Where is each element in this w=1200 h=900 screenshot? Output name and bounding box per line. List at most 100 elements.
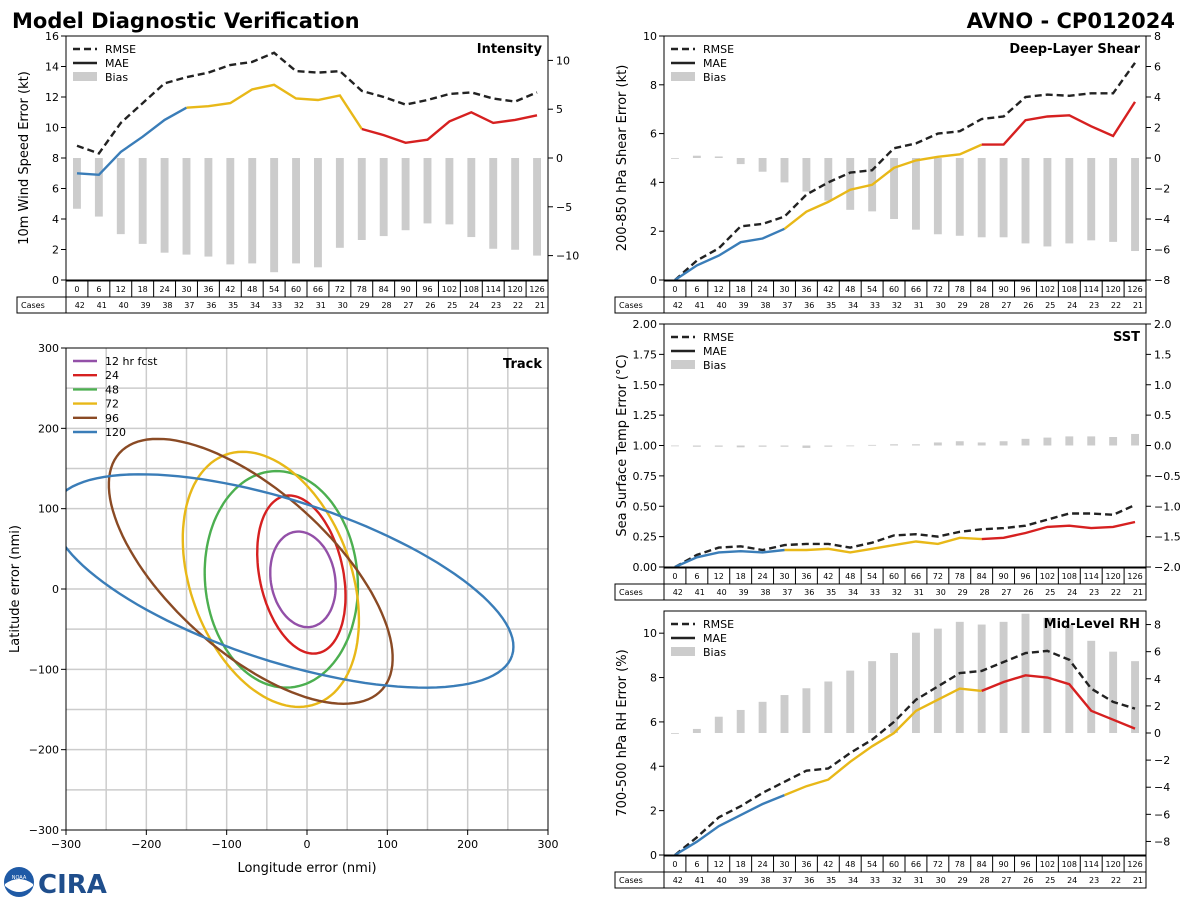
hour-label: 126 (1127, 572, 1142, 581)
case-count: 27 (403, 301, 413, 310)
case-count: 29 (958, 876, 968, 885)
case-count: 28 (979, 588, 989, 597)
case-count: 35 (826, 301, 836, 310)
bias-bar (182, 158, 191, 255)
hour-label: 0 (672, 572, 677, 581)
mae-line-segment (361, 110, 538, 145)
hour-label: 72 (335, 285, 345, 294)
track-legend-label: 24 (105, 369, 119, 382)
hour-label: 90 (400, 285, 410, 294)
y2-tick-label: 0.0 (1154, 440, 1172, 453)
bias-bar (802, 158, 811, 192)
bias-bar (933, 628, 942, 733)
cases-row (16, 296, 549, 314)
case-count: 38 (760, 588, 770, 597)
y2-tick-label: 0.5 (1154, 409, 1172, 422)
noaa-logo-wave (5, 879, 33, 892)
case-count: 23 (1089, 301, 1099, 310)
track-x-label: Longitude error (nmi) (237, 861, 376, 876)
track-title: Track (503, 357, 542, 372)
track-legend-label: 12 hr fcst (105, 355, 158, 368)
mae-line-segment (186, 83, 363, 130)
bias-bar (1043, 158, 1052, 247)
case-count: 22 (1111, 588, 1121, 597)
hour-label: 36 (801, 285, 811, 294)
plot-frame (65, 35, 549, 281)
rmse-line (674, 62, 1136, 281)
case-count: 31 (914, 876, 924, 885)
hour-label: 84 (977, 285, 987, 294)
bias-bar (401, 158, 410, 231)
bias-bar (999, 621, 1008, 733)
bias-bar (511, 158, 520, 250)
rmse-line (674, 503, 1136, 569)
mae-line-segment (76, 106, 188, 177)
hour-label: 54 (867, 285, 877, 294)
y-tick-label: 6 (650, 128, 657, 141)
hour-label: 84 (379, 285, 389, 294)
bias-bar (846, 158, 855, 210)
hour-label: 12 (714, 285, 724, 294)
bias-bar (1021, 438, 1030, 446)
legend-bias-swatch (73, 72, 97, 81)
y2-tick-label: 4 (1154, 91, 1161, 104)
bias-bar (1087, 436, 1096, 446)
legend-rmse-label: RMSE (703, 331, 734, 344)
case-count: 41 (695, 876, 705, 885)
hour-label: 114 (1084, 860, 1099, 869)
hour-label: 96 (1020, 285, 1030, 294)
case-count: 41 (97, 301, 107, 310)
hour-label: 90 (998, 860, 1008, 869)
hour-label: 96 (1020, 572, 1030, 581)
bias-bar (1131, 158, 1139, 252)
y-tick-label: 0.50 (633, 500, 658, 513)
mae-line-segment (783, 143, 983, 230)
bias-bar (489, 158, 498, 249)
y-tick-label: 6 (52, 183, 59, 196)
y2-tick-label: 0 (1154, 152, 1161, 165)
bias-bar (780, 695, 789, 733)
track-y-tick-label: −100 (29, 663, 59, 676)
case-count: 22 (1111, 876, 1121, 885)
hour-label: 42 (823, 860, 833, 869)
error-ellipse (181, 450, 361, 709)
y2-tick-label: −4 (1154, 781, 1170, 794)
case-count: 32 (892, 588, 902, 597)
hour-label: 126 (1127, 285, 1142, 294)
bias-bar (868, 661, 877, 733)
y-axis-label: Sea Surface Temp Error (°C) (615, 354, 630, 536)
bias-bar (226, 158, 235, 265)
mae-line-segment (674, 548, 785, 569)
hour-label: 66 (313, 285, 323, 294)
case-count: 31 (914, 301, 924, 310)
y2-tick-label: 0 (1154, 727, 1161, 740)
hour-label: 66 (911, 285, 921, 294)
hour-label: 54 (269, 285, 279, 294)
case-count: 38 (760, 876, 770, 885)
case-count: 36 (804, 588, 814, 597)
hour-label: 30 (779, 572, 789, 581)
y2-tick-label: −0.5 (1154, 470, 1181, 483)
bias-bar (955, 441, 964, 446)
y2-tick-label: −6 (1154, 244, 1170, 257)
y-axis-label: 10m Wind Speed Error (kt) (17, 71, 32, 245)
y2-tick-label: 8 (1154, 30, 1161, 43)
hour-label: 36 (801, 572, 811, 581)
y-tick-label: 10 (643, 627, 657, 640)
hour-label: 48 (845, 572, 855, 581)
hour-label: 24 (757, 860, 767, 869)
case-count: 21 (1133, 588, 1143, 597)
track-y-tick-label: 300 (38, 342, 59, 355)
bias-bar (671, 733, 679, 734)
legend-mae-label: MAE (703, 632, 727, 645)
case-count: 34 (250, 301, 260, 310)
bias-bar (758, 445, 767, 447)
hour-label: 84 (977, 860, 987, 869)
case-count: 33 (272, 301, 282, 310)
hour-label: 0 (74, 285, 79, 294)
hour-label: 18 (736, 572, 746, 581)
hour-label: 18 (138, 285, 148, 294)
bias-bar (890, 444, 898, 446)
